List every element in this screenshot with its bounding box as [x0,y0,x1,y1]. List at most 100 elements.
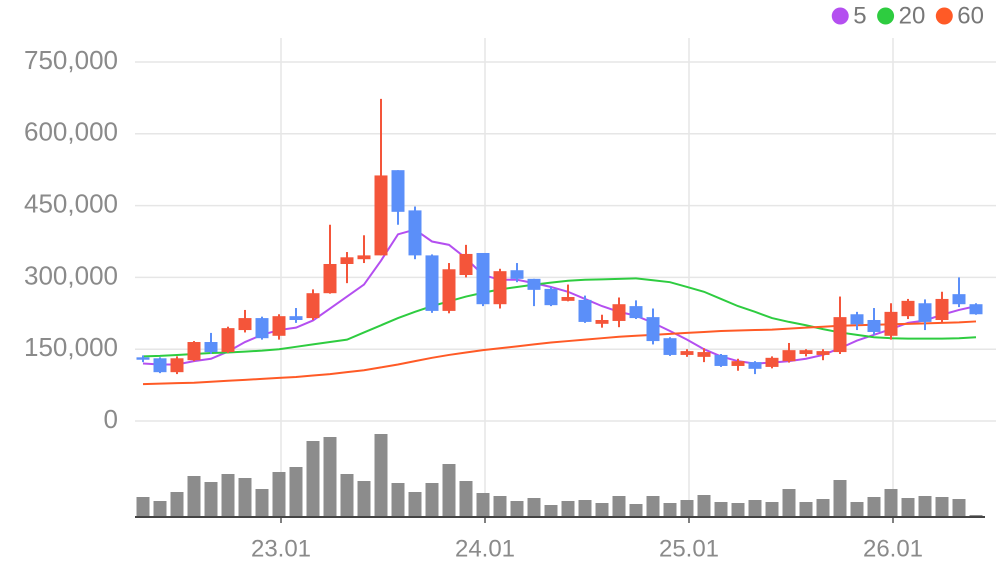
volume-bar [357,481,371,517]
volume-bar [323,437,337,517]
y-tick-label: 300,000 [24,260,118,290]
candle-body [272,316,286,336]
candle-body [374,175,388,256]
y-tick-label: 150,000 [24,332,118,362]
candle-body [459,253,473,276]
y-tick-label: 450,000 [24,188,118,218]
legend-swatch [935,7,953,25]
candle-body [238,318,252,331]
candle-body [748,362,762,369]
legend-label: 20 [899,2,926,29]
volume-bar [765,502,779,517]
volume-bar [799,502,813,517]
x-tick-label: 24.01 [455,535,515,562]
candle-body [663,338,677,355]
candle-body [884,311,898,336]
volume-bar [782,489,796,517]
candle-body [867,320,881,332]
volume-bar [289,467,303,517]
candle-body [952,294,966,305]
volume-bar [170,492,184,517]
volume-bar [731,503,745,517]
legend-label: 5 [853,2,866,29]
volume-bar [493,496,507,517]
volume-bar [629,504,643,517]
volume-bar [187,476,201,517]
x-tick-label: 23.01 [251,535,311,562]
legend-swatch [877,7,895,25]
y-tick-label: 600,000 [24,117,118,147]
candle-body [357,255,371,260]
candle-body [510,270,524,279]
candle-body [969,304,983,315]
candle-body [697,352,711,357]
volume-bar [408,492,422,517]
candle-body [646,317,660,342]
candle-body [765,357,779,367]
volume-bar [306,441,320,517]
candle-body [833,317,847,353]
volume-bar [272,472,286,517]
candle-body [561,297,575,301]
volume-bar [340,474,354,517]
candle-body [680,351,694,355]
volume-bar [595,503,609,517]
volume-bar [714,502,728,517]
candle-body [306,293,320,319]
candle-body [731,361,745,366]
volume-bar [748,500,762,517]
volume-bar [527,498,541,517]
x-tick-label: 26.01 [863,535,923,562]
candle-body [323,263,337,294]
candle-body [476,252,490,305]
ma-line [142,228,977,366]
candle-body [425,255,439,311]
volume-bar [561,501,575,517]
volume-bar [884,489,898,517]
volume-bar [425,483,439,517]
candle-body [782,350,796,362]
volume-bar [816,499,830,517]
candle-body [493,271,507,305]
volume-bar [612,496,626,517]
candle-body [136,357,150,360]
candle-body [544,288,558,306]
volume-bar [204,482,218,517]
candle-body [595,320,609,324]
candle-body [850,314,864,325]
candle-body [629,306,643,319]
candle-body [408,210,422,256]
volume-bar [697,495,711,517]
volume-bar [833,480,847,517]
y-tick-label: 750,000 [24,45,118,75]
candle-body [391,170,405,212]
candle-body [170,358,184,373]
volume-bar [646,496,660,517]
volume-bar [850,502,864,517]
candle-body [527,278,541,290]
volume-bar [391,483,405,517]
candle-body [918,303,932,322]
volume-bar [680,500,694,517]
y-tick-label: 0 [104,404,118,434]
candle-body [221,328,235,353]
volume-bar [255,489,269,517]
x-tick-label: 25.01 [659,535,719,562]
candle-body [153,358,167,373]
candle-body [289,316,303,321]
volume-bar [221,474,235,517]
volume-bar [238,478,252,517]
candle-body [255,318,269,339]
candle-body [340,257,354,264]
candle-body [612,304,626,321]
candle-body [442,269,456,311]
volume-bar [374,434,388,517]
volume-bar [544,505,558,517]
volume-bar [459,481,473,517]
candle-body [187,342,201,361]
volume-bar [901,498,915,517]
volume-bar [153,501,167,517]
volume-bar [867,497,881,517]
volume-bar [663,503,677,517]
